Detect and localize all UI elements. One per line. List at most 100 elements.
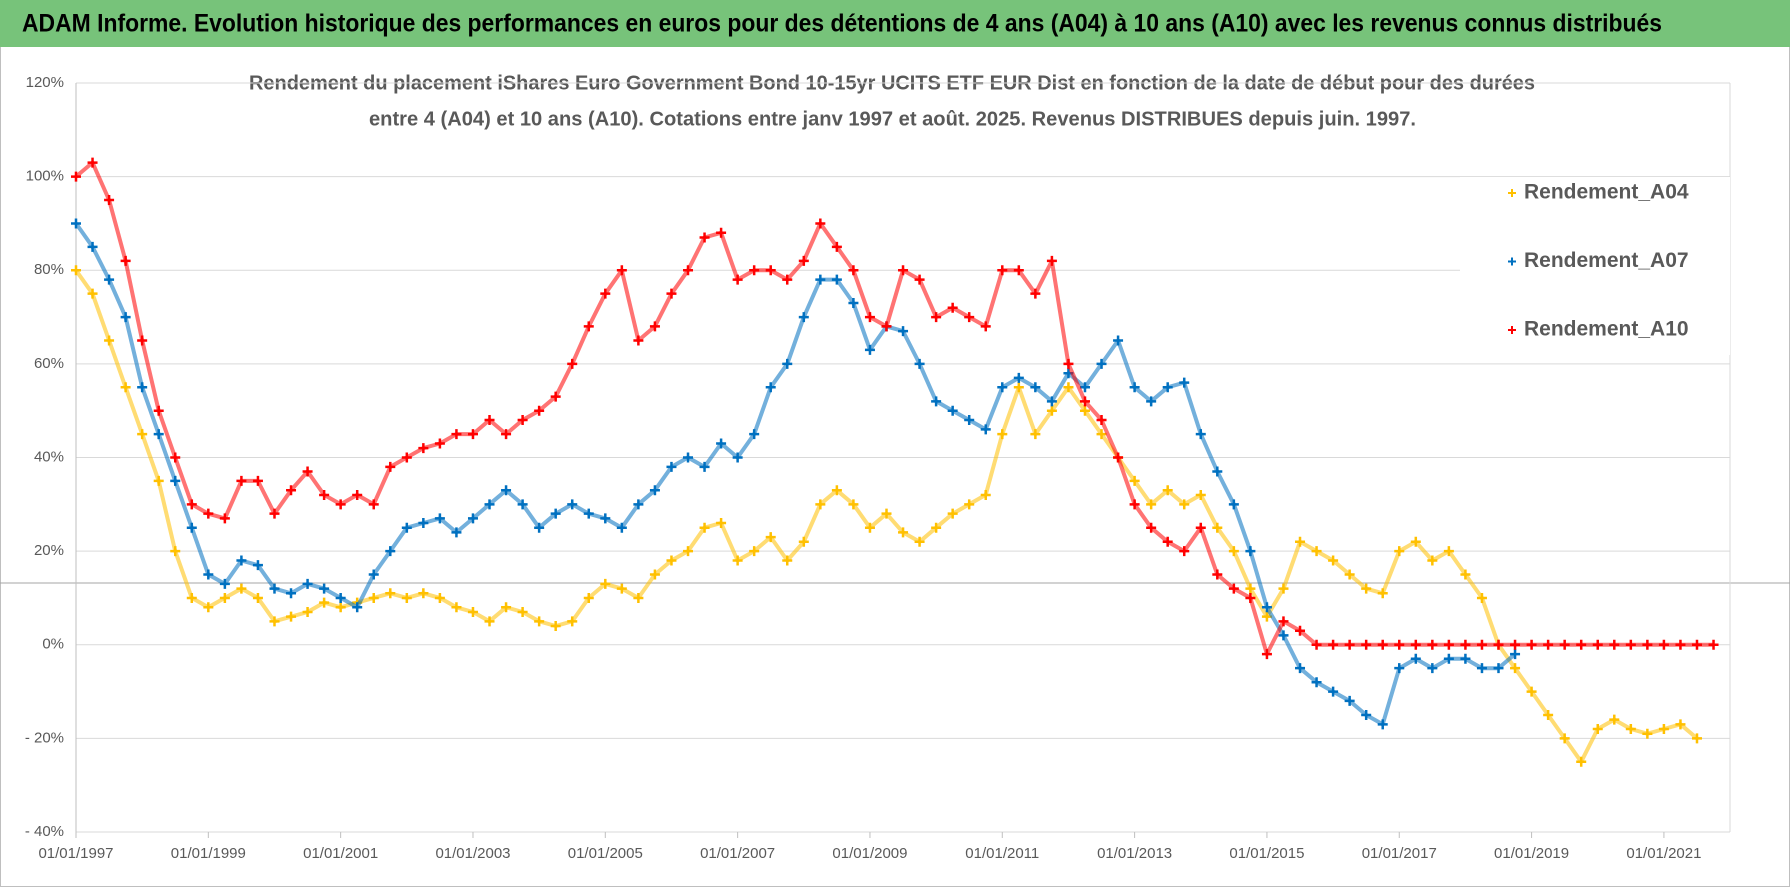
point-marker xyxy=(616,583,627,594)
point-marker xyxy=(137,382,148,393)
point-marker xyxy=(1344,569,1355,580)
y-tick-label: 80% xyxy=(34,261,64,278)
point-marker xyxy=(269,616,280,627)
point-marker xyxy=(600,513,611,524)
point-marker xyxy=(1311,677,1322,688)
point-marker xyxy=(517,499,528,510)
point-marker xyxy=(649,321,660,332)
point-marker xyxy=(1460,569,1471,580)
point-marker xyxy=(749,429,760,440)
point-marker xyxy=(716,518,727,529)
legend-marker xyxy=(1508,189,1516,197)
point-marker xyxy=(1394,639,1405,650)
point-marker xyxy=(931,522,942,533)
point-marker xyxy=(1410,653,1421,664)
point-marker xyxy=(319,597,330,608)
title-bar xyxy=(0,0,1790,47)
point-marker xyxy=(1030,429,1041,440)
point-marker xyxy=(1179,546,1190,557)
point-marker xyxy=(1592,724,1603,735)
point-marker xyxy=(385,588,396,599)
point-marker xyxy=(1146,499,1157,510)
point-marker xyxy=(649,485,660,496)
point-marker xyxy=(203,602,214,613)
point-marker xyxy=(815,274,826,285)
x-tick-label: 01/01/2021 xyxy=(1626,845,1701,862)
point-marker xyxy=(286,485,297,496)
point-marker xyxy=(1443,639,1454,650)
point-marker xyxy=(319,489,330,500)
point-marker xyxy=(964,499,975,510)
point-marker xyxy=(87,288,98,299)
x-tick-label: 01/01/2017 xyxy=(1362,845,1437,862)
point-marker xyxy=(1096,358,1107,369)
point-marker xyxy=(534,616,545,627)
point-marker xyxy=(947,405,958,416)
x-tick-label: 01/01/1997 xyxy=(38,845,113,862)
point-marker xyxy=(252,475,263,486)
point-marker xyxy=(1113,452,1124,463)
series-trace xyxy=(74,222,1517,727)
point-marker xyxy=(335,592,346,603)
point-marker xyxy=(1510,663,1521,674)
y-tick-label: 20% xyxy=(34,542,64,559)
point-marker xyxy=(1311,546,1322,557)
point-marker xyxy=(467,429,478,440)
point-marker xyxy=(749,546,760,557)
point-marker xyxy=(352,602,363,613)
point-marker xyxy=(831,485,842,496)
point-marker xyxy=(666,461,677,472)
point-marker xyxy=(286,588,297,599)
series xyxy=(71,157,1719,660)
x-tick-label: 01/01/2003 xyxy=(435,845,510,862)
point-marker xyxy=(219,592,230,603)
point-marker xyxy=(947,508,958,519)
point-marker xyxy=(120,255,131,266)
point-marker xyxy=(964,312,975,323)
point-marker xyxy=(1543,639,1554,650)
legend-marker xyxy=(1508,326,1516,334)
point-marker xyxy=(1328,686,1339,697)
point-marker xyxy=(1179,377,1190,388)
y-tick-label: 0% xyxy=(42,636,64,653)
point-marker xyxy=(1079,405,1090,416)
point-marker xyxy=(1427,555,1438,566)
point-marker xyxy=(699,461,710,472)
point-marker xyxy=(534,522,545,533)
point-marker xyxy=(385,546,396,557)
point-marker xyxy=(1510,639,1521,650)
x-tick-label: 01/01/2011 xyxy=(965,845,1039,862)
point-marker xyxy=(104,274,115,285)
x-tick-label: 01/01/2009 xyxy=(832,845,907,862)
series xyxy=(71,265,1702,767)
point-marker xyxy=(898,265,909,276)
point-marker xyxy=(716,227,727,238)
point-marker xyxy=(1410,639,1421,650)
point-marker xyxy=(153,429,164,440)
point-marker xyxy=(467,513,478,524)
point-marker xyxy=(567,499,578,510)
x-tick-label: 01/01/1999 xyxy=(171,845,246,862)
point-marker xyxy=(170,546,181,557)
point-marker xyxy=(1295,536,1306,547)
point-marker xyxy=(1394,663,1405,674)
point-marker xyxy=(1162,485,1173,496)
point-marker xyxy=(418,588,429,599)
point-marker xyxy=(484,616,495,627)
point-marker xyxy=(368,592,379,603)
point-marker xyxy=(219,578,230,589)
point-marker xyxy=(864,312,875,323)
point-marker xyxy=(1361,583,1372,594)
point-marker xyxy=(385,461,396,472)
point-marker xyxy=(1195,489,1206,500)
point-marker xyxy=(1261,649,1272,660)
point-marker xyxy=(1410,536,1421,547)
point-marker xyxy=(1675,639,1686,650)
point-marker xyxy=(501,485,512,496)
point-marker xyxy=(732,555,743,566)
point-marker xyxy=(1642,728,1653,739)
point-marker xyxy=(600,578,611,589)
point-marker xyxy=(1476,639,1487,650)
point-marker xyxy=(1129,382,1140,393)
